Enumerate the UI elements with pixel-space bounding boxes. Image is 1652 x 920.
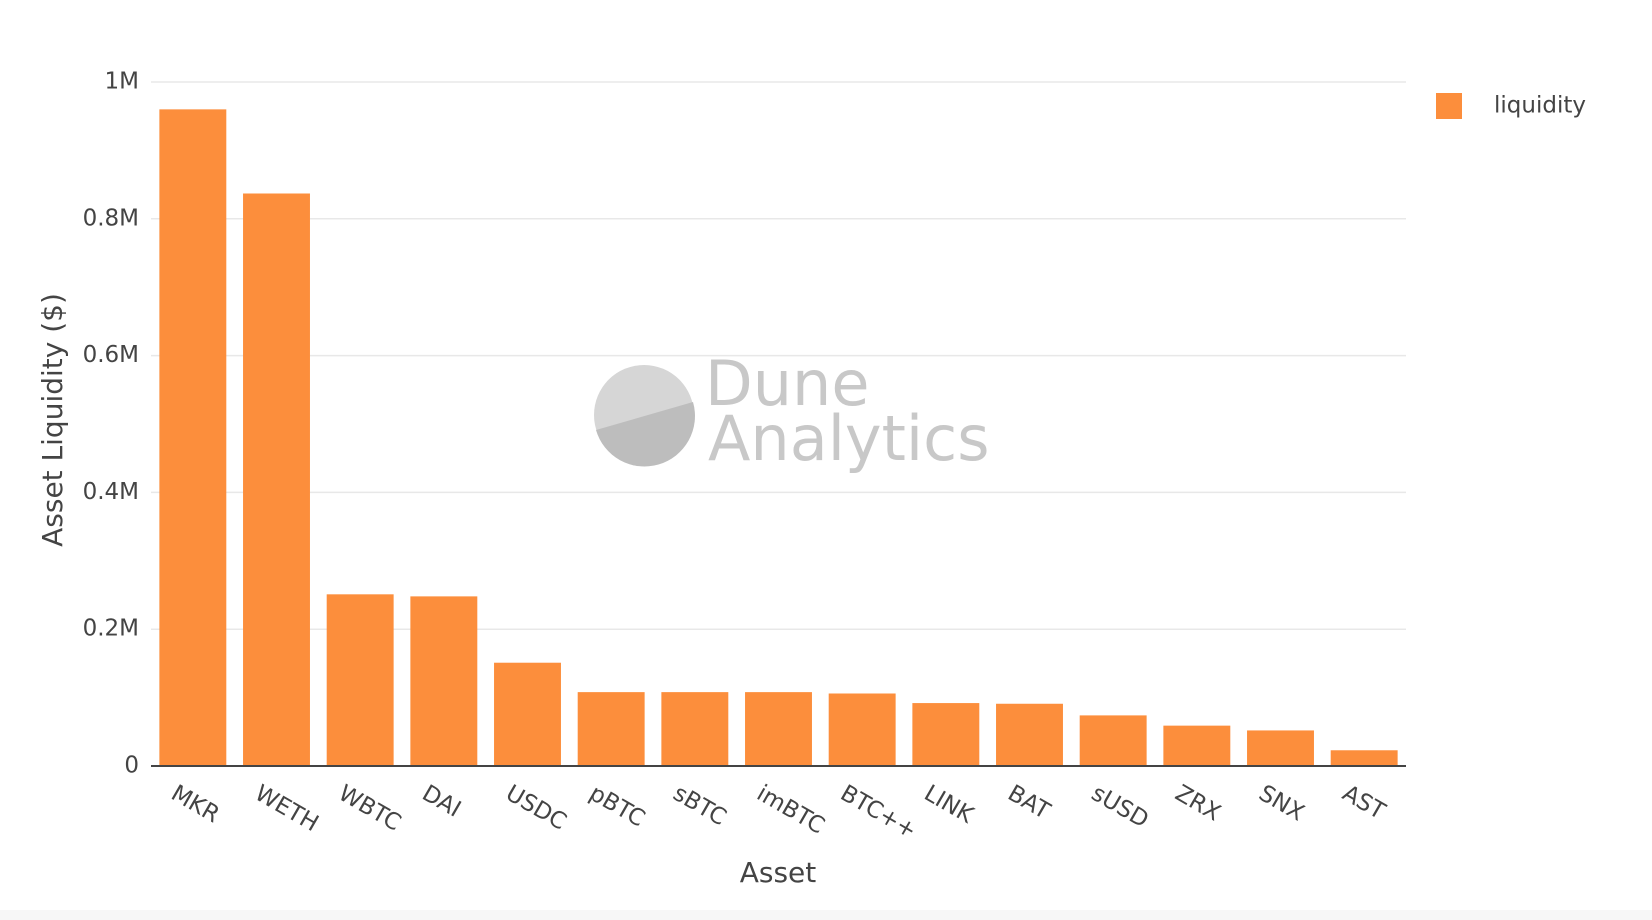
x-tick-label: WETH [250,780,322,837]
bar [745,692,812,766]
bar [1330,750,1398,766]
x-tick-label: USDC [501,780,570,835]
watermark-text: Analytics [708,402,990,475]
legend-label: liquidity [1494,93,1586,119]
x-tick-label: DAI [418,780,465,822]
legend-swatch [1436,93,1462,119]
x-tick-label: AST [1338,780,1390,825]
bar [410,596,478,766]
bar [326,594,394,766]
x-tick-label: BTC++ [836,780,921,844]
watermark-text: Dune [705,347,869,420]
bar [159,109,227,767]
x-tick-label: SNX [1254,780,1308,826]
x-tick-label: BAT [1003,780,1055,825]
y-tick-label: 0.2M [83,616,139,642]
y-tick-label: 0.4M [83,479,139,505]
bar [494,662,561,766]
y-tick-label: 0 [124,753,139,779]
watermark-logo-part [596,402,695,467]
x-tick-label: sUSD [1087,780,1153,833]
bar [243,193,310,766]
x-tick-label: sBTC [669,780,731,831]
x-tick-label: imBTC [752,780,829,839]
y-axis-title: Asset Liquidity ($) [36,293,69,547]
x-tick-label: pBTC [585,780,649,832]
bar [1247,730,1314,766]
bar [577,692,645,766]
watermark: Dune Analytics [594,347,990,475]
bar [828,693,896,766]
bar [912,703,980,766]
x-tick-label: LINK [920,780,979,829]
x-tick-label: MKR [167,780,224,828]
x-tick-label: WBTC [334,780,405,836]
bar [1079,715,1147,766]
bar [1163,725,1231,766]
x-tick-label: ZRX [1171,780,1225,826]
x-axis-title: Asset [740,856,817,889]
bar [996,703,1063,766]
footer-strip [0,910,1652,920]
y-tick-label: 0.6M [83,342,139,368]
bar [661,692,729,766]
y-tick-label: 1M [105,69,139,95]
y-tick-label: 0.8M [83,205,139,231]
